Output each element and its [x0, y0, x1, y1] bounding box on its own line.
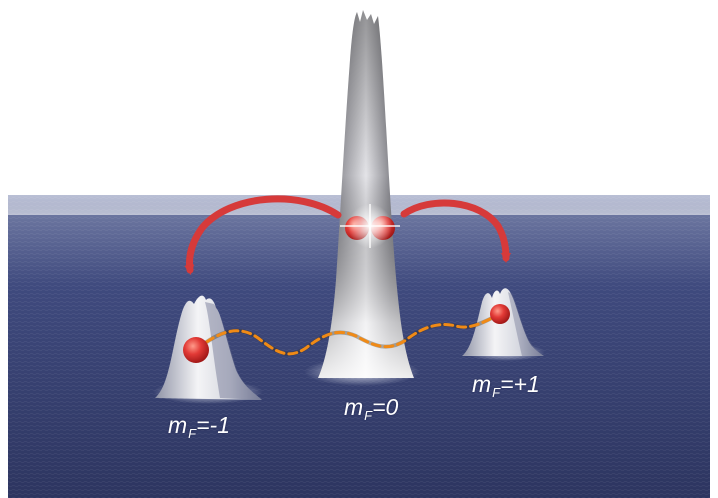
- entanglement-wave-dashed: [194, 312, 502, 356]
- label-mf-zero-sub: F: [364, 408, 373, 423]
- label-mf-minus-one-value: =-1: [196, 412, 231, 438]
- label-mf-zero-value: =0: [372, 394, 399, 420]
- label-mf-minus-one-sub: F: [188, 426, 197, 441]
- label-mf-minus-one-symbol: m: [168, 412, 188, 438]
- label-mf-plus-one-sub: F: [492, 385, 501, 400]
- label-mf-plus-one: mF=+1: [472, 371, 540, 400]
- right-atom: [490, 304, 510, 324]
- center-spike-shading: [318, 10, 414, 378]
- arrow-to-plus-one: [400, 199, 511, 263]
- label-mf-plus-one-value: =+1: [500, 371, 540, 397]
- label-mf-plus-one-symbol: m: [472, 371, 492, 397]
- left-atom: [183, 337, 209, 363]
- arrow-to-minus-one: [184, 195, 342, 275]
- right-peak-shade: [508, 292, 544, 356]
- left-peak-shade: [205, 302, 262, 400]
- label-mf-zero: mF=0: [344, 394, 399, 423]
- label-mf-minus-one: mF=-1: [168, 412, 231, 441]
- label-mf-zero-symbol: m: [344, 394, 364, 420]
